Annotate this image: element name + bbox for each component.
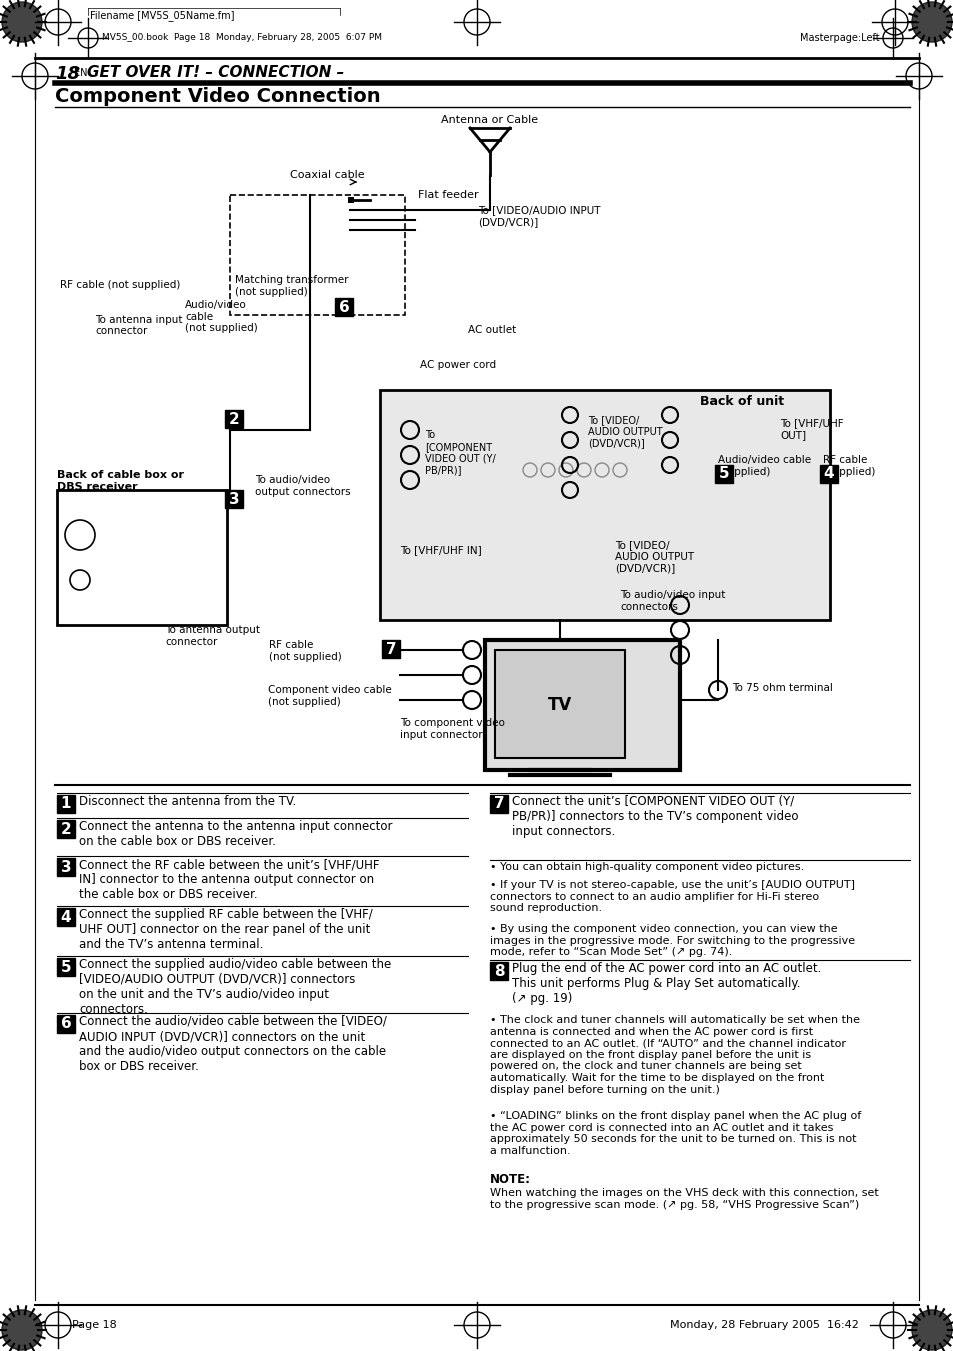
Text: 2: 2 [61,821,71,836]
Text: To audio/video input
connectors: To audio/video input connectors [619,590,724,612]
Text: 6: 6 [61,1016,71,1032]
Text: To [VIDEO/
AUDIO OUTPUT
(DVD/VCR)]: To [VIDEO/ AUDIO OUTPUT (DVD/VCR)] [615,540,694,573]
Bar [335,299,353,316]
Text: Flat feeder: Flat feeder [417,190,478,200]
Text: 6: 6 [338,300,349,315]
Circle shape [911,1310,951,1350]
Text: 2: 2 [229,412,239,427]
Bar [484,640,679,770]
Bar [57,490,227,626]
Text: RF cable
(supplied): RF cable (supplied) [822,455,875,477]
Text: TV: TV [547,696,572,713]
Text: To [VHF/UHF IN]: To [VHF/UHF IN] [399,544,481,555]
Bar [348,197,354,203]
Bar [57,820,75,838]
Bar [490,962,507,979]
Text: Connect the audio/video cable between the [VIDEO/
AUDIO INPUT (DVD/VCR)] connect: Connect the audio/video cable between th… [79,1015,387,1073]
Text: To
[COMPONENT
VIDEO OUT (Y/
PB/PR)]: To [COMPONENT VIDEO OUT (Y/ PB/PR)] [424,430,496,474]
Text: (not supplied): (not supplied) [234,286,308,297]
Bar [490,794,507,813]
Text: 5: 5 [61,959,71,974]
Text: • The clock and tuner channels will automatically be set when the
antenna is con: • The clock and tuner channels will auto… [490,1015,859,1094]
Text: Filename [MV5S_05Name.fm]: Filename [MV5S_05Name.fm] [90,9,234,20]
Text: • If your TV is not stereo-capable, use the unit’s [AUDIO OUTPUT]
connectors to : • If your TV is not stereo-capable, use … [490,880,854,913]
Text: 18: 18 [55,65,80,82]
Bar [225,409,243,428]
Text: To [VIDEO/
AUDIO OUTPUT
(DVD/VCR)]: To [VIDEO/ AUDIO OUTPUT (DVD/VCR)] [587,415,662,449]
Text: 4: 4 [822,466,834,481]
Text: When watching the images on the VHS deck with this connection, set
to the progre: When watching the images on the VHS deck… [490,1188,878,1209]
Text: Connect the RF cable between the unit’s [VHF/UHF
IN] connector to the antenna ou: Connect the RF cable between the unit’s … [79,858,379,901]
Bar [57,958,75,975]
Text: connector: connector [95,326,147,336]
Text: 7: 7 [385,642,395,657]
Text: Connect the supplied RF cable between the [VHF/
UHF OUT] connector on the rear p: Connect the supplied RF cable between th… [79,908,373,951]
Text: To [VIDEO/AUDIO INPUT
(DVD/VCR)]: To [VIDEO/AUDIO INPUT (DVD/VCR)] [477,205,599,227]
Text: Antenna or Cable: Antenna or Cable [441,115,538,126]
Text: RF cable (not supplied): RF cable (not supplied) [60,280,180,290]
Text: NOTE:: NOTE: [490,1173,531,1186]
Text: 7: 7 [493,797,504,812]
Bar [57,858,75,875]
Circle shape [2,1310,42,1350]
Text: Component video cable
(not supplied): Component video cable (not supplied) [268,685,392,707]
Text: 4: 4 [61,909,71,924]
Bar [57,1015,75,1034]
Text: Disconnect the antenna from the TV.: Disconnect the antenna from the TV. [79,794,296,808]
Text: To component video
input connector: To component video input connector [399,717,504,739]
Text: 5: 5 [718,466,728,481]
Text: Connect the antenna to the antenna input connector
on the cable box or DBS recei: Connect the antenna to the antenna input… [79,820,392,848]
Text: Component Video Connection: Component Video Connection [55,86,380,105]
Text: Connect the unit’s [COMPONENT VIDEO OUT (Y/
PB/PR)] connectors to the TV’s compo: Connect the unit’s [COMPONENT VIDEO OUT … [512,794,798,838]
Text: Audio/video
cable
(not supplied): Audio/video cable (not supplied) [185,300,257,334]
Text: Audio/video cable
(supplied): Audio/video cable (supplied) [718,455,810,477]
Text: AC outlet: AC outlet [468,326,516,335]
Bar [495,650,624,758]
Text: To antenna output
connector: To antenna output connector [165,626,260,647]
Bar [230,195,405,315]
Bar [381,640,399,658]
Text: Plug the end of the AC power cord into an AC outlet.
This unit performs Plug & P: Plug the end of the AC power cord into a… [512,962,821,1005]
Bar [379,390,829,620]
Text: Masterpage:Left: Masterpage:Left [800,32,879,43]
Text: To [VHF/UHF
OUT]: To [VHF/UHF OUT] [780,417,842,439]
Bar [57,908,75,925]
Text: Back of cable box or
DBS receiver: Back of cable box or DBS receiver [57,470,184,492]
Bar [714,465,732,484]
Text: To 75 ohm terminal: To 75 ohm terminal [731,684,832,693]
Text: RF cable
(not supplied): RF cable (not supplied) [269,640,341,662]
Text: Back of unit: Back of unit [700,394,783,408]
Bar [820,465,837,484]
Text: • You can obtain high-quality component video pictures.: • You can obtain high-quality component … [490,862,803,871]
Circle shape [2,1,42,42]
Text: • “LOADING” blinks on the front display panel when the AC plug of
the AC power c: • “LOADING” blinks on the front display … [490,1111,861,1156]
Bar [57,794,75,813]
Bar [225,490,243,508]
Text: To audio/video
output connectors: To audio/video output connectors [254,476,351,497]
Text: EN: EN [74,68,88,78]
Text: Matching transformer: Matching transformer [234,276,348,285]
Text: Coaxial cable: Coaxial cable [290,170,364,180]
Text: GET OVER IT! – CONNECTION –: GET OVER IT! – CONNECTION – [87,65,344,80]
Text: 1: 1 [61,797,71,812]
Text: To antenna input: To antenna input [95,315,182,326]
Text: Page 18: Page 18 [71,1320,116,1329]
Text: Monday, 28 February 2005  16:42: Monday, 28 February 2005 16:42 [669,1320,858,1329]
Text: 3: 3 [61,859,71,874]
Text: 8: 8 [493,963,504,978]
Text: AC power cord: AC power cord [419,359,496,370]
Text: • By using the component video connection, you can view the
images in the progre: • By using the component video connectio… [490,924,854,958]
Text: MV5S_00.book  Page 18  Monday, February 28, 2005  6:07 PM: MV5S_00.book Page 18 Monday, February 28… [102,32,381,42]
Text: 3: 3 [229,492,239,507]
Text: Connect the supplied audio/video cable between the
[VIDEO/AUDIO OUTPUT (DVD/VCR): Connect the supplied audio/video cable b… [79,958,391,1016]
Circle shape [911,1,951,42]
